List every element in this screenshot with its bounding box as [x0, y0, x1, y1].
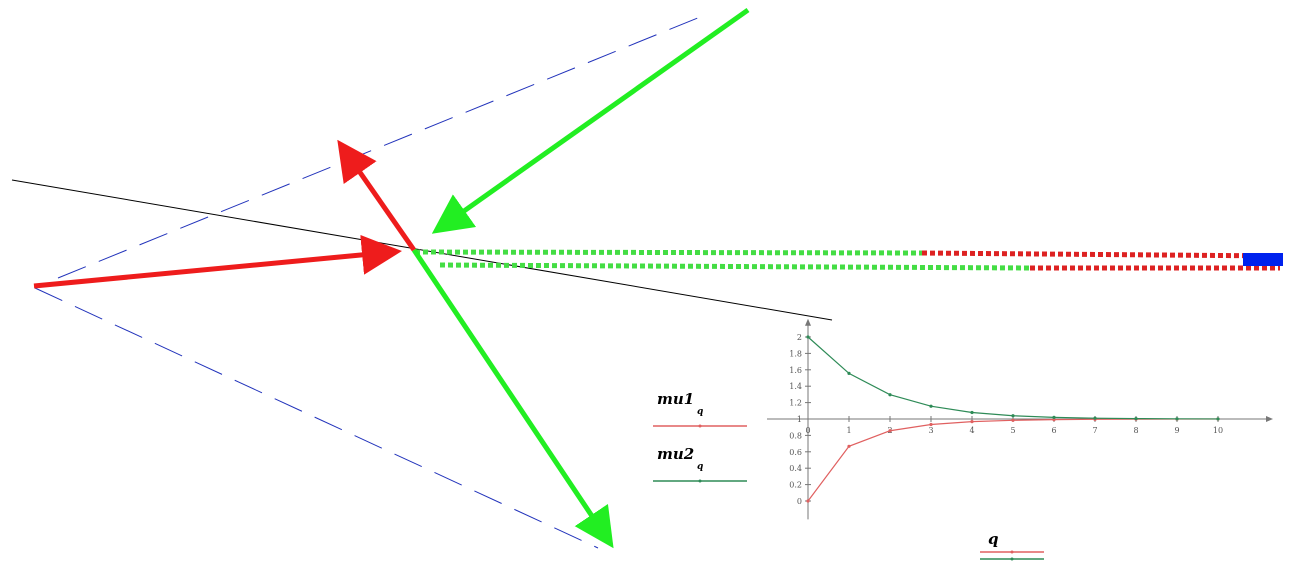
chart-series-mu2-point — [1216, 417, 1220, 421]
chart-series-mu1-point — [888, 429, 892, 433]
chart-x-axis-arrow — [1266, 416, 1273, 422]
legend-mu1-label: mu1 — [657, 390, 694, 408]
chart-series-mu1-point — [847, 444, 851, 448]
legend-mu2-label: mu2 — [657, 445, 694, 463]
dotted-line-upper-red — [921, 250, 1281, 259]
legend: mu1 q mu2 q q — [653, 390, 1044, 561]
chart-y-tick-label: 1.8 — [789, 349, 802, 358]
chart-y-tick-label: 1.4 — [789, 382, 802, 391]
legend-axis-var-swatch-red-dot — [1010, 550, 1014, 554]
legend-mu1-swatch-dot — [698, 424, 702, 428]
dashed-guide-lower — [34, 287, 599, 549]
chart-x-tick-label: 3 — [928, 426, 933, 435]
chart-series-mu2-point — [1052, 415, 1056, 419]
chart-y-tick-label: 1.2 — [789, 399, 802, 408]
chart-series-mu2-point — [806, 335, 810, 339]
chart-y-tick-label: 0.8 — [789, 431, 802, 440]
green-vector-incoming — [431, 7, 750, 234]
black-line — [11, 179, 833, 321]
chart-y-tick-label: 0.4 — [789, 464, 802, 473]
chart-series-mu2-point — [1011, 414, 1015, 418]
chart-x-tick-label: 0 — [805, 426, 810, 435]
chart-series-mu1-point — [1011, 418, 1015, 422]
chart-x-tick-label: 4 — [969, 426, 974, 435]
dotted-line-upper-green — [414, 249, 923, 256]
red-vector-upward — [337, 139, 417, 252]
chart-series-mu2-point — [1175, 417, 1179, 421]
chart-series-mu1-point — [929, 422, 933, 427]
chart-y-tick-label: 0 — [797, 497, 802, 506]
chart-x-tick-label: 6 — [1051, 426, 1056, 435]
blue-marker — [1243, 253, 1283, 266]
dotted-line-lower-green — [439, 262, 1031, 271]
chart-x-tick-label: 8 — [1133, 426, 1138, 435]
legend-mu2-swatch-dot — [698, 479, 702, 483]
chart-series-mu2-point — [929, 404, 933, 408]
chart-series-mu2-point — [888, 393, 892, 397]
legend-mu1-subscript: q — [697, 407, 703, 417]
chart-y-tick-label: 2 — [797, 333, 802, 342]
chart-y-axis-arrow — [805, 318, 811, 326]
chart-series-mu2-line — [807, 336, 1219, 420]
chart-y-tick-label: 0.2 — [789, 481, 802, 490]
legend-axis-var-swatch-green-dot — [1010, 557, 1014, 561]
chart-y-tick-label: 1 — [797, 415, 802, 424]
chart-series-mu1-point — [806, 499, 810, 503]
legend-mu2-subscript: q — [697, 462, 703, 472]
legend-axis-var-label: q — [988, 530, 999, 548]
chart-y-tick-label: 0.6 — [789, 448, 802, 457]
chart-series-mu2-point — [970, 410, 974, 415]
chart-series-mu2-point — [847, 371, 851, 376]
green-vector-downward — [411, 248, 614, 549]
chart-x-tick-label: 1 — [846, 426, 851, 435]
mu-chart: 01234567891000.20.40.60.811.21.41.61.82 — [767, 318, 1273, 520]
chart-series-mu2-point — [1093, 416, 1097, 420]
chart-x-tick-label: 5 — [1010, 426, 1015, 435]
chart-x-tick-label: 10 — [1213, 426, 1223, 435]
dashed-guide-upper — [57, 14, 706, 279]
chart-x-tick-label: 9 — [1174, 426, 1179, 435]
chart-series-mu1-point — [1052, 418, 1056, 422]
chart-series-mu1-point — [970, 420, 974, 424]
chart-y-tick-label: 1.6 — [789, 366, 802, 375]
chart-series-mu2-point — [1134, 416, 1138, 421]
red-vector-incoming — [33, 234, 402, 289]
chart-x-tick-label: 7 — [1092, 426, 1097, 435]
